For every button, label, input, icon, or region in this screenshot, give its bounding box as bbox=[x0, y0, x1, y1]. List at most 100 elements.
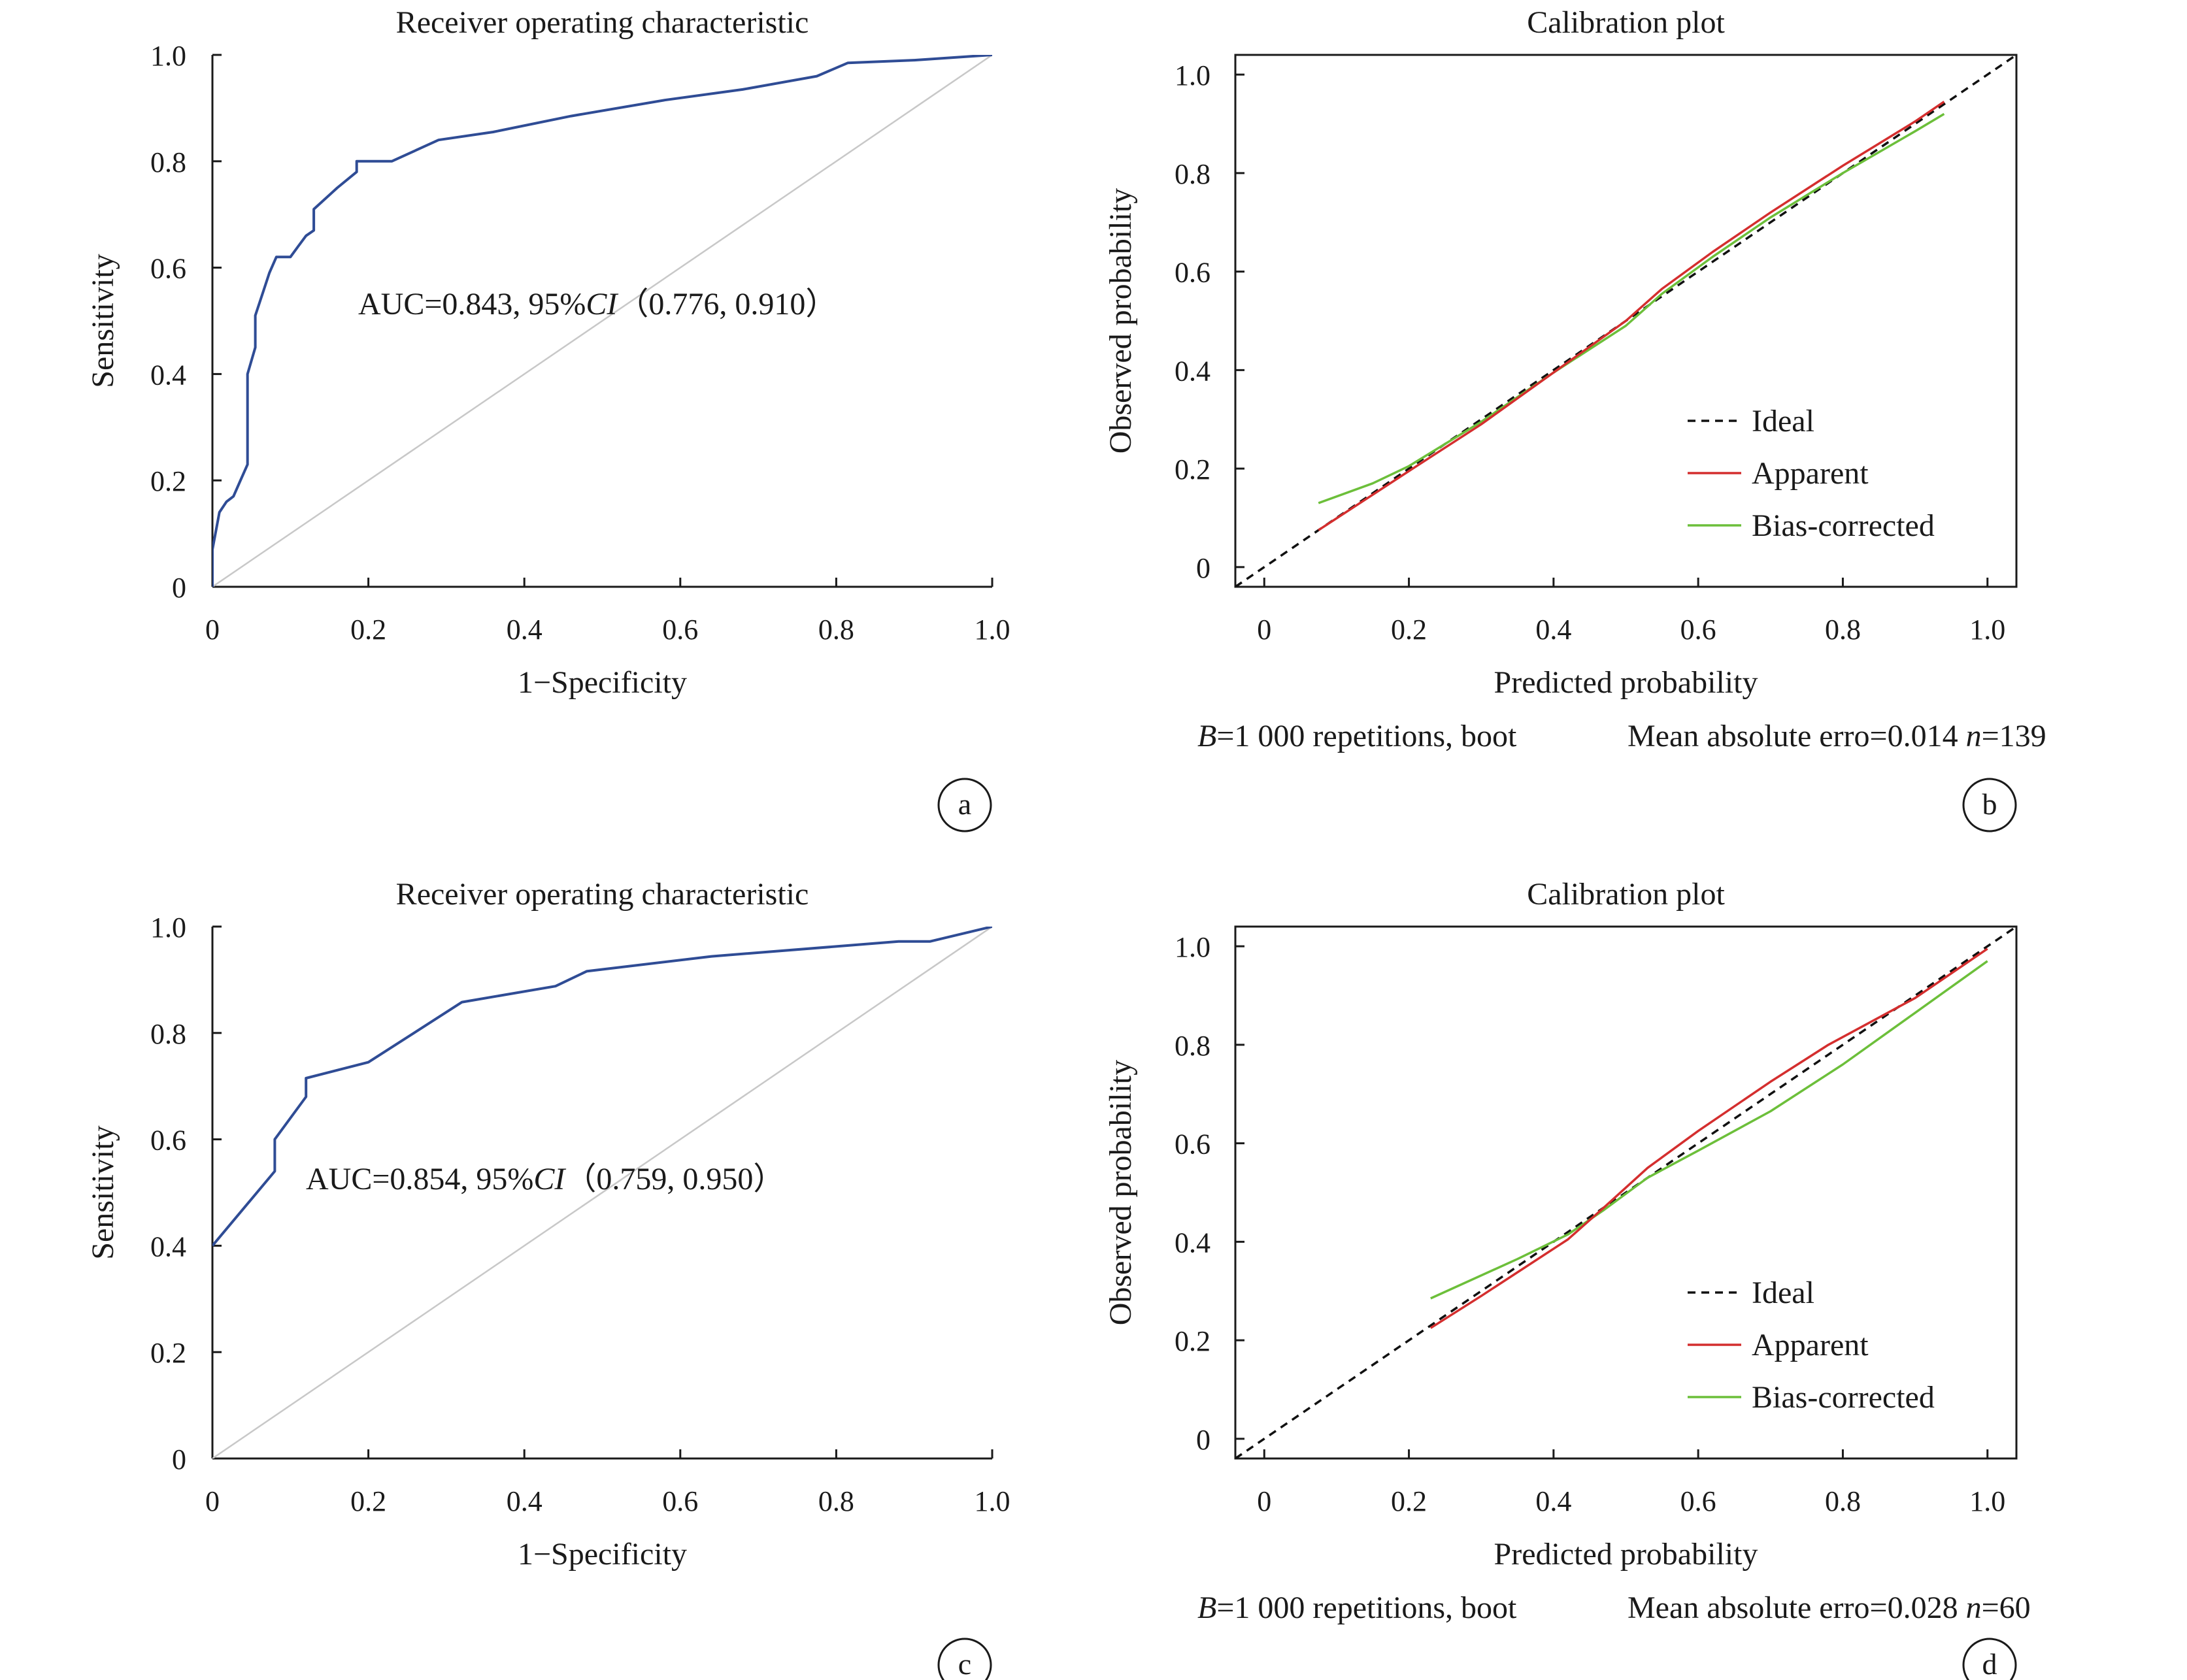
x-tick-label: 0.8 bbox=[1825, 1485, 1861, 1517]
chart-title: Receiver operating characteristic bbox=[396, 5, 809, 40]
x-tick-label: 0 bbox=[205, 1485, 220, 1517]
panel-d: Calibration plot 0 0 0.2 0.2 0.4 0.4 0.6 0.6 0.8 0… bbox=[1103, 877, 2031, 1680]
mean-error-note-part: =60 bbox=[1982, 1590, 2031, 1625]
y-tick-label: 0.8 bbox=[150, 1018, 186, 1050]
chart-title: Receiver operating characteristic bbox=[396, 877, 809, 912]
repetitions-note-part: B bbox=[1197, 1590, 1216, 1625]
auc-annotation: AUC=0.843, 95%CI（0.776, 0.910） bbox=[358, 287, 837, 321]
panel-c: Receiver operating characteristic 00 0.2 0.… bbox=[86, 877, 1010, 1680]
mean-error-note-part: =139 bbox=[1982, 719, 2046, 753]
auc-annotation-part: CI bbox=[533, 1162, 566, 1196]
panel-letter: a bbox=[958, 787, 971, 821]
y-tick-label: 0 bbox=[172, 1443, 186, 1475]
repetitions-note-part: =1 000 repetitions, boot bbox=[1216, 1590, 1517, 1625]
y-tick-label: 1.0 bbox=[1175, 59, 1210, 91]
legend-label-bias-corrected: Bias-corrected bbox=[1752, 508, 1935, 543]
y-tick-label: 0.2 bbox=[150, 465, 186, 497]
y-tick-label: 0.6 bbox=[1175, 1128, 1210, 1161]
panel-b: Calibration plot 0 0 0.2 0.2 0.4 0.4 0.6 0.6 0.8 0… bbox=[1103, 5, 2046, 832]
y-tick-label: 0.8 bbox=[1175, 1030, 1210, 1062]
y-tick-label: 0.8 bbox=[150, 146, 186, 178]
legend-label-apparent: Apparent bbox=[1752, 1328, 1869, 1362]
y-axis-label: Sensitivity bbox=[86, 254, 120, 387]
y-tick-label: 0.2 bbox=[1175, 453, 1210, 486]
repetitions-note: B=1 000 repetitions, boot bbox=[1197, 719, 1517, 753]
x-axis-label: 1−Specificity bbox=[518, 1537, 687, 1572]
repetitions-note: B=1 000 repetitions, boot bbox=[1197, 1590, 1517, 1625]
auc-annotation: AUC=0.854, 95%CI（0.759, 0.950） bbox=[306, 1162, 784, 1196]
series-reference-line bbox=[212, 927, 992, 1458]
legend-label-apparent: Apparent bbox=[1752, 456, 1869, 491]
series-roc-line bbox=[212, 927, 992, 1247]
x-tick-label: 0.2 bbox=[350, 1485, 386, 1517]
x-tick-label: 0.6 bbox=[1680, 1485, 1716, 1517]
x-tick-label: 0 bbox=[1257, 1485, 1271, 1517]
series-apparent-line bbox=[1429, 947, 1988, 1329]
x-tick-label: 0.8 bbox=[818, 1485, 854, 1517]
auc-annotation-part: CI bbox=[586, 287, 618, 321]
plot-area bbox=[212, 55, 992, 587]
series-apparent-line bbox=[1318, 101, 1945, 531]
chart-title: Calibration plot bbox=[1527, 5, 1725, 40]
plot-frame bbox=[1234, 54, 2018, 588]
series-reference-line bbox=[212, 55, 992, 587]
panel-letter: d bbox=[1982, 1647, 1997, 1680]
x-tick-label: 1.0 bbox=[1969, 1485, 2005, 1517]
x-tick-label: 0.2 bbox=[1391, 614, 1427, 646]
x-tick-label: 1.0 bbox=[1969, 614, 2005, 646]
plot-area bbox=[1235, 927, 2016, 1458]
x-tick-label: 0.8 bbox=[818, 614, 854, 646]
series-bias-corrected-line bbox=[1318, 112, 1945, 504]
panel-letter-circle bbox=[937, 1638, 992, 1680]
panel-letter-circle bbox=[937, 778, 992, 832]
x-tick-label: 0 bbox=[205, 614, 220, 646]
x-tick-label: 0.4 bbox=[1535, 1485, 1571, 1517]
mean-error-note: Mean absolute erro=0.014 n=139 bbox=[1628, 719, 2046, 753]
y-tick-label: 1.0 bbox=[150, 40, 186, 72]
auc-annotation-part: （0.759, 0.950） bbox=[565, 1162, 784, 1196]
mean-error-note-part: n bbox=[1966, 1590, 1982, 1625]
y-tick-label: 0.4 bbox=[1175, 1227, 1210, 1259]
legend-label-ideal: Ideal bbox=[1752, 404, 1814, 438]
y-axis-label: Observed probability bbox=[1103, 188, 1138, 454]
plot-area bbox=[1235, 55, 2016, 587]
y-tick-label: 0.6 bbox=[150, 253, 186, 285]
y-axis-label: Observed probability bbox=[1103, 1060, 1138, 1326]
legend-label-ideal: Ideal bbox=[1752, 1276, 1814, 1310]
auc-annotation-part: AUC=0.854, 95% bbox=[306, 1162, 533, 1196]
x-tick-label: 0.8 bbox=[1825, 614, 1861, 646]
x-tick-label: 0.2 bbox=[350, 614, 386, 646]
series-bias-corrected-line bbox=[1430, 960, 1988, 1300]
y-tick-label: 1.0 bbox=[150, 912, 186, 944]
chart-title: Calibration plot bbox=[1527, 877, 1725, 912]
y-tick-label: 0 bbox=[1196, 552, 1210, 584]
x-tick-label: 0.6 bbox=[662, 1485, 698, 1517]
x-tick-label: 0.6 bbox=[662, 614, 698, 646]
y-tick-label: 0 bbox=[172, 572, 186, 604]
panel-letter-circle bbox=[1962, 778, 2017, 832]
panel-letter: c bbox=[958, 1647, 971, 1680]
x-tick-label: 0.4 bbox=[1535, 614, 1571, 646]
mean-error-note-part: Mean absolute erro=0.014 bbox=[1628, 719, 1966, 753]
y-tick-label: 0.6 bbox=[1175, 257, 1210, 289]
y-tick-label: 0.4 bbox=[150, 359, 186, 391]
x-tick-label: 0 bbox=[1257, 614, 1271, 646]
x-tick-label: 1.0 bbox=[975, 1485, 1010, 1517]
y-axis-label: Sensitivity bbox=[86, 1125, 120, 1259]
panel-a: Receiver operating characteristic 00 0.2 0.… bbox=[86, 5, 1010, 832]
x-axis-label: Predicted probability bbox=[1494, 1537, 1758, 1572]
y-tick-label: 0.4 bbox=[1175, 355, 1210, 387]
x-axis-label: Predicted probability bbox=[1494, 665, 1758, 700]
y-tick-label: 0.2 bbox=[150, 1337, 186, 1369]
mean-error-note-part: Mean absolute erro=0.028 bbox=[1628, 1590, 1966, 1625]
y-tick-label: 0.4 bbox=[150, 1230, 186, 1262]
x-axis-label: 1−Specificity bbox=[518, 665, 687, 700]
panel-letter-circle bbox=[1962, 1638, 2017, 1680]
y-tick-label: 1.0 bbox=[1175, 931, 1210, 963]
mean-error-note: Mean absolute erro=0.028 n=60 bbox=[1628, 1590, 2031, 1625]
auc-annotation-part: AUC=0.843, 95% bbox=[358, 287, 586, 321]
repetitions-note-part: B bbox=[1197, 719, 1216, 753]
plot-frame bbox=[1234, 925, 2018, 1460]
repetitions-note-part: =1 000 repetitions, boot bbox=[1216, 719, 1517, 753]
